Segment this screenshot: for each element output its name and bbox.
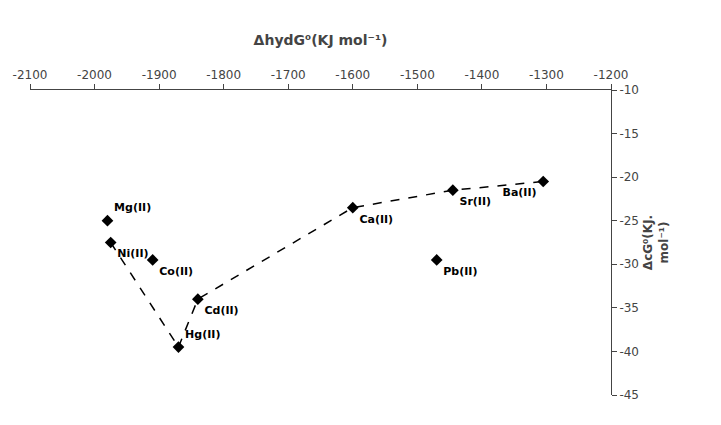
svg-text:-40: -40 bbox=[619, 345, 639, 359]
svg-text:-1800: -1800 bbox=[206, 68, 241, 82]
svg-text:-2100: -2100 bbox=[13, 68, 48, 82]
svg-text:-1300: -1300 bbox=[529, 68, 564, 82]
svg-text:-10: -10 bbox=[619, 83, 639, 97]
svg-text:ΔcG⁰(KJ.mol⁻¹): ΔcG⁰(KJ.mol⁻¹) bbox=[641, 215, 671, 270]
svg-text:-1200: -1200 bbox=[594, 68, 629, 82]
svg-text:-25: -25 bbox=[619, 214, 639, 228]
svg-text:Co(II): Co(II) bbox=[159, 265, 193, 278]
svg-text:-1600: -1600 bbox=[335, 68, 370, 82]
svg-text:-1500: -1500 bbox=[400, 68, 435, 82]
svg-text:-20: -20 bbox=[619, 170, 639, 184]
svg-text:Hg(II): Hg(II) bbox=[185, 328, 220, 341]
svg-text:Sr(II): Sr(II) bbox=[459, 195, 491, 208]
svg-text:-30: -30 bbox=[619, 257, 639, 271]
svg-text:-1700: -1700 bbox=[271, 68, 306, 82]
svg-text:Ba(II): Ba(II) bbox=[503, 186, 537, 199]
svg-text:-45: -45 bbox=[619, 388, 639, 402]
svg-text:-2000: -2000 bbox=[77, 68, 112, 82]
svg-text:-35: -35 bbox=[619, 301, 639, 315]
svg-text:Pb(II): Pb(II) bbox=[443, 265, 477, 278]
svg-text:-1900: -1900 bbox=[142, 68, 177, 82]
svg-text:Ni(II): Ni(II) bbox=[117, 247, 148, 260]
svg-text:Cd(II): Cd(II) bbox=[204, 304, 238, 317]
svg-text:Mg(II): Mg(II) bbox=[114, 201, 151, 214]
svg-text:Ca(II): Ca(II) bbox=[359, 213, 393, 226]
svg-text:ΔhydG⁰(KJ mol⁻¹): ΔhydG⁰(KJ mol⁻¹) bbox=[254, 32, 388, 48]
svg-text:-1400: -1400 bbox=[464, 68, 499, 82]
svg-text:-15: -15 bbox=[619, 127, 639, 141]
